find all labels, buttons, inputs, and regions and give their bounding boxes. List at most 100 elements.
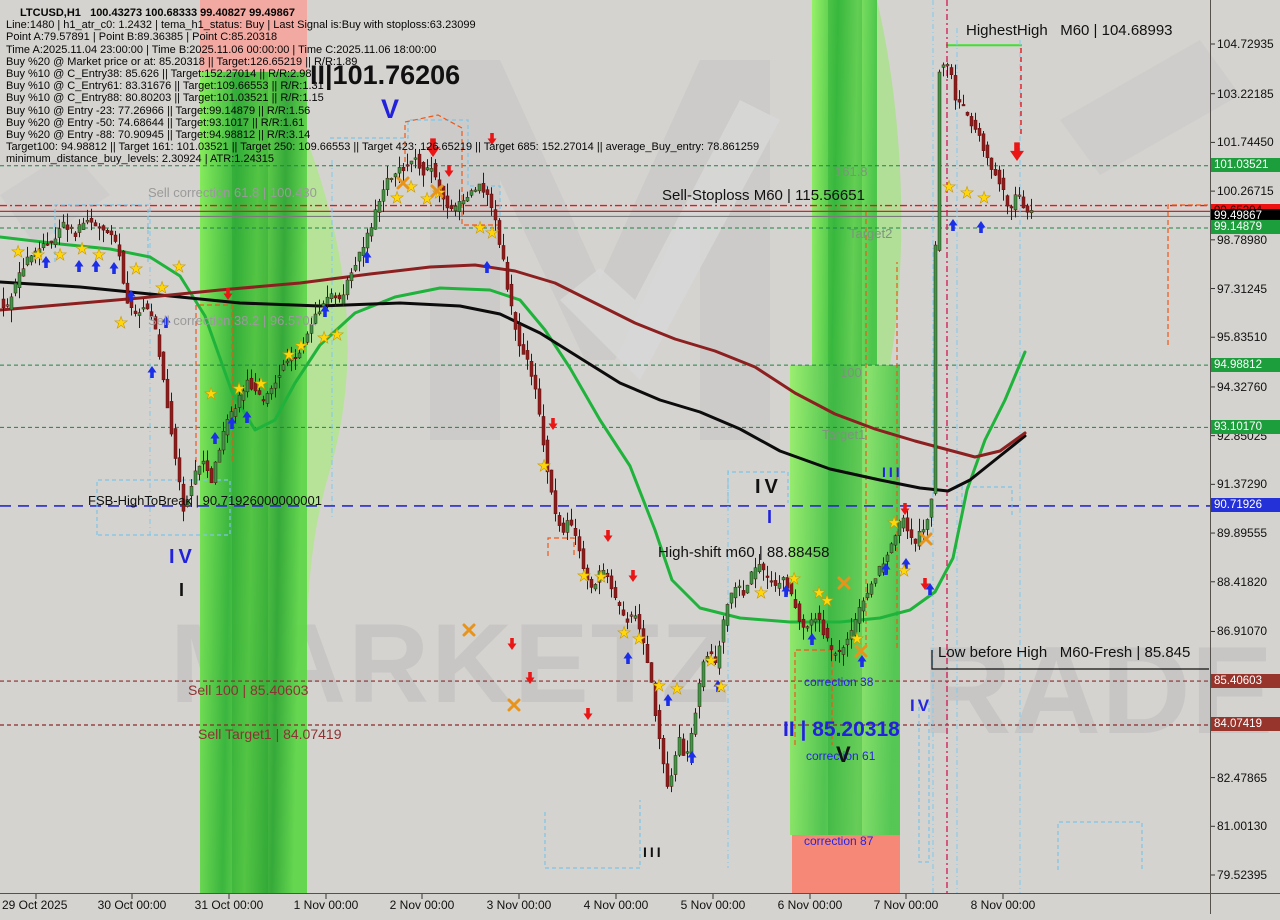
candle-body xyxy=(205,460,210,471)
channel-line xyxy=(1057,821,1143,870)
candle-body xyxy=(989,157,994,170)
candle-body xyxy=(117,244,122,257)
candle-body xyxy=(593,584,598,590)
sell-arrow-icon xyxy=(1010,142,1024,161)
candle-body xyxy=(1029,210,1034,214)
candle-body xyxy=(873,578,878,584)
star-icon: ★ xyxy=(204,386,218,403)
sell-arrow-icon xyxy=(223,288,233,300)
signal-markers: ★ ★ ★ ★ ★★★★★★ ★ ★★★ ★★★★★★★★★★ ★★ ★★ ★★★★★★★★★★★ ★… xyxy=(11,133,1024,763)
buy-arrow-icon xyxy=(976,221,986,233)
candle-body xyxy=(849,630,854,640)
candle-body xyxy=(209,468,214,484)
candle-body xyxy=(153,316,158,330)
channel-line xyxy=(727,471,789,503)
corner-swoosh-right xyxy=(1060,40,1240,175)
candle-body xyxy=(777,582,782,589)
candle-body xyxy=(305,333,310,343)
candle-body xyxy=(621,609,626,616)
candle-body xyxy=(301,345,306,348)
candle-body xyxy=(533,374,538,390)
star-icon: ★ xyxy=(485,225,499,242)
candle-body xyxy=(789,582,794,595)
candle-body xyxy=(221,431,226,451)
candle-body xyxy=(977,128,982,136)
candle-body xyxy=(189,486,194,497)
candle-body xyxy=(413,157,418,160)
cross-icon xyxy=(507,698,521,712)
channel-line xyxy=(96,479,231,536)
candle-body xyxy=(377,201,382,213)
candle-body xyxy=(909,529,914,538)
candle-body xyxy=(249,378,254,390)
candle-body xyxy=(717,645,722,669)
candle-body xyxy=(45,243,50,246)
candle-body xyxy=(545,439,550,473)
candle-body xyxy=(165,378,170,409)
channel-line xyxy=(961,486,1013,518)
candle-body xyxy=(485,189,490,195)
candle-body xyxy=(265,393,270,404)
candle-body xyxy=(937,71,942,251)
candle-body xyxy=(73,232,78,237)
candle-body xyxy=(497,220,502,245)
buy-arrow-icon xyxy=(687,751,697,763)
candle-body xyxy=(897,520,902,536)
candle-body xyxy=(101,225,106,231)
candle-body xyxy=(573,528,578,536)
channel-line xyxy=(330,119,501,226)
candle-body xyxy=(237,394,242,408)
candle-body xyxy=(725,604,730,626)
candle-body xyxy=(65,224,70,230)
buy-arrow-icon xyxy=(227,417,237,429)
candle-body xyxy=(973,119,978,130)
candle-body xyxy=(481,183,486,193)
candle-body xyxy=(925,519,930,530)
sell-arrow-icon xyxy=(426,138,440,157)
candle-body xyxy=(749,571,754,585)
channel-line xyxy=(918,700,930,863)
candle-body xyxy=(5,304,10,307)
candle-body xyxy=(313,313,318,324)
candle-body xyxy=(689,733,694,754)
candle-body xyxy=(605,572,610,578)
candle-body xyxy=(245,379,250,393)
candle-body xyxy=(521,344,526,355)
candle-body xyxy=(905,517,910,532)
candle-body xyxy=(421,162,426,176)
buy-arrow-icon xyxy=(482,261,492,273)
candle-body xyxy=(93,222,98,227)
candle-body xyxy=(89,218,94,223)
candle-body xyxy=(665,763,670,787)
candle-body xyxy=(1017,194,1022,197)
buy-arrow-icon xyxy=(161,316,171,328)
candle-body xyxy=(949,67,954,75)
candle-body xyxy=(393,173,398,178)
star-icon: ★ xyxy=(820,593,834,610)
candle-body xyxy=(77,224,82,233)
zone-band-ribbon xyxy=(232,72,268,893)
candle-body xyxy=(589,578,594,588)
star-icon: ★ xyxy=(53,247,67,264)
candle-body xyxy=(105,229,110,234)
candle-body xyxy=(825,628,830,639)
candle-body xyxy=(97,226,102,229)
candle-body xyxy=(745,584,750,594)
candle-body xyxy=(293,356,298,359)
star-icon: ★ xyxy=(232,381,246,398)
candle-body xyxy=(489,193,494,209)
candle-body xyxy=(49,240,54,243)
candle-body xyxy=(721,619,726,643)
candle-body xyxy=(433,163,438,178)
buy-arrow-icon xyxy=(781,585,791,597)
star-icon: ★ xyxy=(977,190,991,207)
candle-body xyxy=(81,222,86,230)
candle-body xyxy=(581,548,586,569)
candle-body xyxy=(613,587,618,599)
buy-arrow-icon xyxy=(126,290,136,302)
star-icon: ★ xyxy=(294,338,308,355)
cross-icon xyxy=(430,184,444,198)
candle-body xyxy=(609,575,614,590)
candle-body xyxy=(41,243,46,249)
